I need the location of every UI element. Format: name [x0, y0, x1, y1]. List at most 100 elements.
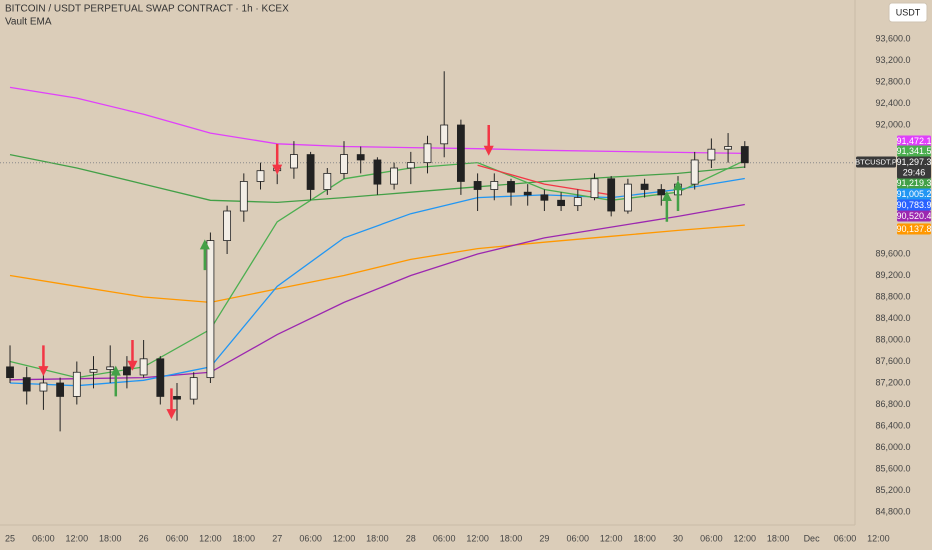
buy-arrow	[661, 190, 672, 222]
chart-title: BITCOIN / USDT PERPETUAL SWAP CONTRACT ·…	[5, 4, 289, 15]
indicator-name: Vault EMA	[5, 17, 52, 28]
candle-body	[22, 377, 31, 392]
x-tick-label: 18:00	[767, 533, 790, 543]
candle-body	[557, 199, 565, 207]
candle-body	[456, 124, 465, 182]
sell-arrow	[483, 125, 494, 156]
price-label-box	[897, 199, 931, 211]
symbol-box	[856, 156, 896, 168]
candle-body	[490, 181, 499, 190]
buy-arrow	[110, 365, 121, 397]
candle-body	[707, 148, 716, 161]
y-tick-label: 88,000.0	[875, 334, 910, 344]
x-tick-label: 06:00	[700, 533, 723, 543]
y-tick-label: 84,800.0	[875, 506, 910, 516]
candle-body	[56, 382, 65, 397]
price-label: 91,341.5	[896, 146, 931, 156]
buy-arrow	[199, 239, 210, 271]
price-label: 91,005.2	[896, 189, 931, 199]
x-tick-label: 18:00	[233, 533, 256, 543]
price-label: 90,520.4	[896, 211, 931, 221]
ema-line	[477, 164, 612, 196]
x-tick-label: Dec	[804, 533, 821, 543]
x-tick-label: 28	[406, 533, 416, 543]
candle-body	[657, 189, 666, 196]
x-tick-label: 12:00	[867, 533, 890, 543]
x-tick-label: 06:00	[166, 533, 189, 543]
candle-body	[473, 181, 482, 190]
x-tick-label: 06:00	[567, 533, 590, 543]
x-tick-label: 29	[539, 533, 549, 543]
currency-button-label[interactable]: USDT	[896, 7, 921, 17]
candle-body	[373, 159, 382, 185]
candle-body	[740, 146, 749, 164]
y-tick-label: 88,800.0	[875, 291, 910, 301]
axes: 93,600.0 93,200.0 92,800.0 92,400.0 92,000.0…	[0, 0, 932, 543]
candle-body	[590, 178, 599, 198]
ema-line	[9, 224, 745, 304]
candle-body	[423, 143, 432, 164]
ema-line	[9, 86, 745, 155]
candle-body	[623, 183, 632, 212]
candle-body	[206, 240, 215, 379]
sell-arrow	[38, 345, 49, 377]
y-tick-label: 93,600.0	[875, 33, 910, 43]
countdown-label: 29:46	[903, 167, 926, 177]
y-tick-label: 86,800.0	[875, 399, 910, 409]
price-label-box	[897, 177, 931, 189]
candle-body	[573, 197, 582, 207]
sell-arrow	[127, 340, 138, 371]
x-tick-label: 12:00	[466, 533, 489, 543]
candles	[6, 71, 749, 432]
candle-body	[173, 396, 181, 400]
candle-body	[440, 124, 449, 145]
candle-body	[89, 369, 98, 373]
price-label-box	[897, 188, 931, 200]
candle-body	[306, 154, 315, 190]
x-tick-label: 12:00	[199, 533, 222, 543]
last-price-label: 91,297.3	[896, 157, 931, 167]
candle-body	[223, 210, 232, 241]
x-tick-label: 06:00	[32, 533, 55, 543]
y-tick-label: 87,600.0	[875, 356, 910, 366]
price-label: 91,219.3	[896, 178, 931, 188]
ema-line	[9, 203, 745, 381]
candle-body	[290, 154, 298, 169]
candle-body	[640, 183, 649, 190]
x-tick-label: 18:00	[500, 533, 523, 543]
y-tick-label: 87,200.0	[875, 377, 910, 387]
buy-arrow	[672, 180, 684, 212]
symbol-label: BTCUSDT.P	[855, 157, 897, 166]
ema-line	[9, 177, 745, 387]
candle-body	[540, 194, 549, 201]
candle-body	[256, 170, 265, 182]
last-price-box	[897, 156, 931, 179]
x-tick-label: 25	[5, 533, 15, 543]
x-tick-label: 18:00	[366, 533, 389, 543]
candle-body	[607, 178, 616, 212]
y-tick-label: 85,200.0	[875, 485, 910, 495]
y-tick-label: 85,600.0	[875, 463, 910, 473]
price-label-box	[897, 223, 931, 235]
price-label-box	[897, 145, 931, 157]
x-tick-label: 18:00	[99, 533, 122, 543]
y-tick-label: 89,600.0	[875, 248, 910, 258]
x-tick-label: 18:00	[633, 533, 656, 543]
candle-body	[189, 377, 198, 400]
candle-body	[356, 154, 365, 161]
candle-body	[406, 162, 415, 169]
x-tick-label: 27	[272, 533, 282, 543]
signals	[38, 125, 684, 420]
x-tick-label: 30	[673, 533, 683, 543]
x-tick-label: 06:00	[834, 533, 857, 543]
candle-body	[156, 358, 165, 397]
candle-body	[390, 167, 399, 185]
y-tick-label: 93,200.0	[875, 55, 910, 65]
price-label: 91,472.1	[896, 136, 931, 146]
price-label: 90,137.8	[896, 224, 931, 234]
candle-body	[106, 366, 115, 370]
currency-button[interactable]	[888, 2, 928, 23]
candle-body	[239, 181, 248, 212]
